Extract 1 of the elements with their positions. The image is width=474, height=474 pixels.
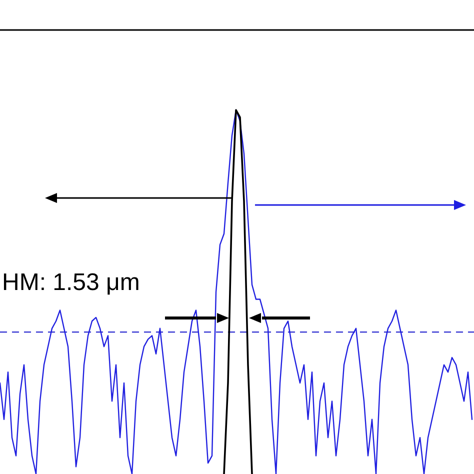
annotation: HM: 1.53 μm — [2, 269, 140, 296]
